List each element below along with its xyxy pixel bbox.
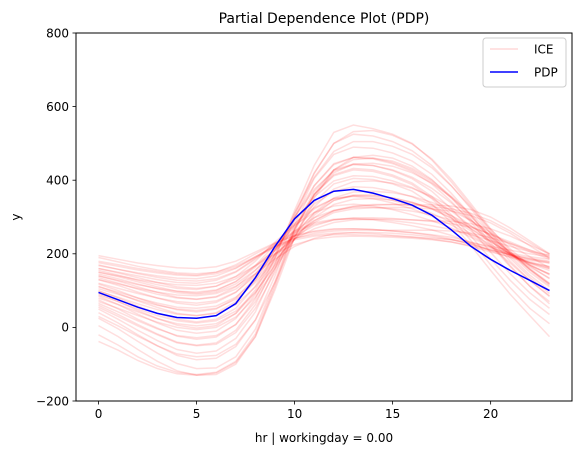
ice-curve-32 xyxy=(98,194,550,310)
y-tick-label-200: 200 xyxy=(46,247,69,261)
ice-curve-20 xyxy=(98,169,550,376)
ice-curve-1 xyxy=(98,228,550,270)
ice-curve-22 xyxy=(98,216,550,290)
ice-curve-14 xyxy=(98,124,550,340)
x-tick-label-0: 0 xyxy=(95,407,103,421)
x-axis-title: hr | workingday = 0.00 xyxy=(255,431,393,445)
ice-curve-6 xyxy=(98,195,550,294)
x-axis: 0 5 10 15 20 xyxy=(95,401,498,421)
x-tick-label-10: 10 xyxy=(287,407,302,421)
pdp-curve-group xyxy=(98,188,550,319)
ice-curve-23 xyxy=(98,218,550,296)
ice-curve-38 xyxy=(98,217,550,282)
ice-curve-26 xyxy=(98,206,550,312)
ice-curve-13 xyxy=(98,129,550,335)
ice-curve-30 xyxy=(98,235,550,287)
ice-curve-19 xyxy=(98,167,550,376)
ice-curve-33 xyxy=(98,190,550,317)
ice-curve-10 xyxy=(98,163,550,317)
ice-curve-17 xyxy=(98,156,550,361)
ice-curve-11 xyxy=(98,156,550,323)
ice-curve-25 xyxy=(98,203,550,301)
ice-curve-12 xyxy=(98,140,550,329)
ice-curve-18 xyxy=(98,163,550,370)
ice-curve-16 xyxy=(98,146,550,354)
legend-pdp-label: PDP xyxy=(534,66,558,80)
ice-curve-15 xyxy=(98,133,550,346)
y-axis-title: y xyxy=(9,213,23,220)
x-tick-label-15: 15 xyxy=(385,407,400,421)
ice-curve-5 xyxy=(98,203,550,291)
x-tick-label-5: 5 xyxy=(193,407,201,421)
pdp-curve xyxy=(98,188,550,319)
legend: ICE PDP xyxy=(482,37,567,88)
y-axis: −200 0 200 400 600 800 xyxy=(36,26,76,408)
ice-curve-27 xyxy=(98,197,550,324)
y-tick-label-400: 400 xyxy=(46,174,69,188)
ice-curve-28 xyxy=(98,194,550,331)
plot-background xyxy=(76,33,572,401)
plot-frame xyxy=(75,32,573,402)
y-tick-label-800: 800 xyxy=(46,26,69,40)
ice-curves xyxy=(98,124,551,376)
ice-curve-35 xyxy=(98,157,550,347)
ice-curve-21 xyxy=(98,177,551,376)
ice-curve-3 xyxy=(98,232,550,280)
ice-curve-8 xyxy=(98,186,550,307)
y-tick-label-600: 600 xyxy=(46,100,69,114)
ice-curve-9 xyxy=(98,175,550,313)
ice-curve-2 xyxy=(98,228,550,276)
ice-curve-34 xyxy=(98,162,550,339)
ice-curve-7 xyxy=(98,194,550,300)
x-tick-label-20: 20 xyxy=(483,407,498,421)
y-tick-label-0: 0 xyxy=(61,321,69,335)
legend-ice-label: ICE xyxy=(534,43,554,57)
y-tick-label--200: −200 xyxy=(36,394,69,408)
ice-curve-31 xyxy=(98,231,550,297)
ice-curve-24 xyxy=(98,203,550,304)
ice-curve-37 xyxy=(98,206,550,293)
ice-curve-4 xyxy=(98,218,550,284)
ice-curve-39 xyxy=(98,180,550,327)
ice-curve-36 xyxy=(98,154,550,358)
ice-curve-40 xyxy=(98,229,550,275)
chart-title: Partial Dependence Plot (PDP) xyxy=(219,11,430,27)
legend-box xyxy=(482,37,567,88)
ice-curve-29 xyxy=(98,233,550,277)
